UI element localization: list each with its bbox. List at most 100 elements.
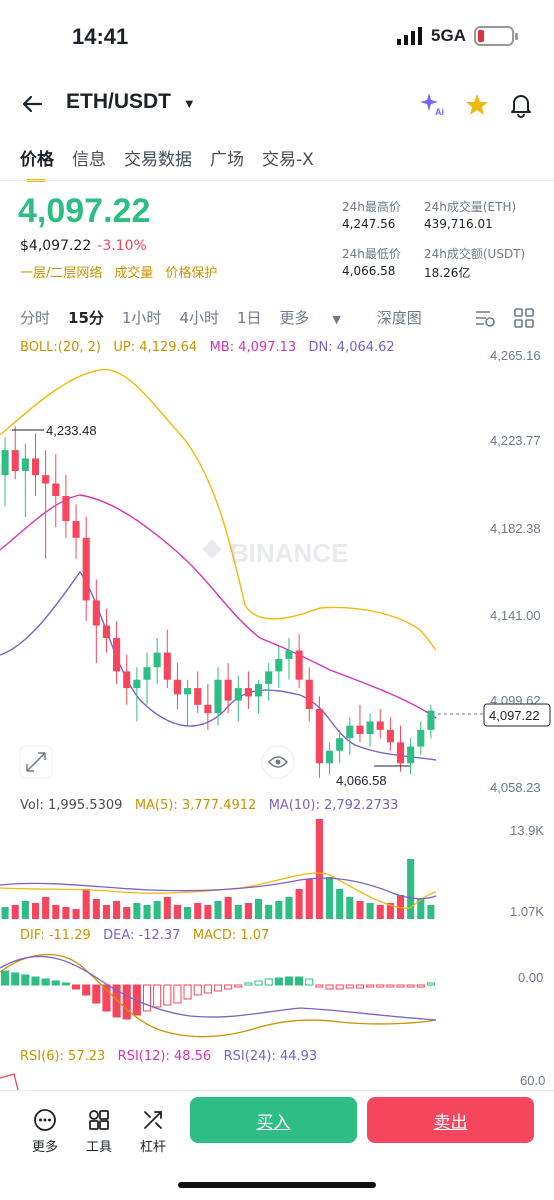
candle-body <box>366 721 374 735</box>
tag-layer-network[interactable]: 一层/二层网络 <box>20 266 103 281</box>
interval-1d[interactable]: 1日 <box>236 309 262 327</box>
tag-links: 一层/二层网络 成交量 价格保护 <box>20 262 217 281</box>
tab-price[interactable]: 价格 <box>20 145 54 182</box>
pair-title[interactable]: ETH/USDT ▼ <box>66 90 196 114</box>
chart-settings-icon[interactable] <box>474 308 496 328</box>
candle-body <box>386 729 394 743</box>
interval-depth[interactable]: 深度图 <box>376 309 422 327</box>
candle-body <box>315 708 323 764</box>
volume-bar <box>366 903 374 919</box>
candle-body <box>417 729 425 747</box>
more-tool[interactable]: 更多 <box>25 1108 65 1155</box>
interval-15m[interactable]: 15分 <box>68 309 104 327</box>
candle-body <box>285 650 293 659</box>
candle-body <box>305 679 313 709</box>
favorite-star-icon[interactable] <box>464 92 490 118</box>
price-axis: 4,265.164,223.774,182.384,141.004,099.62… <box>490 348 541 795</box>
volume-bar <box>184 907 192 919</box>
candle-body <box>42 475 50 484</box>
signal-icon <box>397 27 423 45</box>
leverage-icon <box>144 1111 162 1129</box>
volume-bar <box>376 905 384 919</box>
buy-button[interactable]: 买入 <box>190 1097 357 1143</box>
kline-chart[interactable]: BINANCE 4,265.16 4,223.77 4,182.38 4,141.00… <box>0 340 554 1090</box>
tools-label: 工具 <box>85 1140 112 1155</box>
more-dots-icon <box>34 1109 56 1131</box>
candle-body <box>62 496 70 522</box>
candle-body <box>396 742 405 764</box>
macd-bar <box>396 984 405 988</box>
interval-1h[interactable]: 1小时 <box>121 309 162 327</box>
stat-low-label: 24h最低价 <box>342 247 401 261</box>
volume-bar <box>346 897 354 919</box>
candle-body <box>123 671 131 689</box>
tab-trade-x[interactable]: 交易-X <box>262 150 314 170</box>
price-usd-row: $4,097.22 -3.10% <box>20 238 147 254</box>
vol-axis: 13.9K 1.07K <box>510 823 544 919</box>
interval-4h[interactable]: 4小时 <box>179 309 219 327</box>
rsi-12: RSI(12): 48.56 <box>117 1049 212 1064</box>
vol-label: Vol: 1,995.5309 <box>20 798 123 813</box>
macd-bar <box>284 976 294 986</box>
boll-legend: BOLL:(20, 2) UP: 4,129.64 MB: 4,097.13 D… <box>20 340 395 355</box>
stat-low-value: 4,066.58 <box>342 264 396 278</box>
tab-info[interactable]: 信息 <box>72 150 106 170</box>
layout-grid-icon[interactable] <box>514 308 534 328</box>
interval-more[interactable]: 更多 ▼ <box>280 307 359 328</box>
macd-bar <box>61 982 70 986</box>
candle-body <box>72 521 80 538</box>
candle-body <box>255 683 263 697</box>
volume-bar <box>386 903 394 919</box>
status-time: 14:41 <box>72 24 129 49</box>
leverage-tool[interactable]: 杠杆 <box>133 1108 173 1155</box>
volume-bar <box>72 909 80 919</box>
ai-sparkle-icon[interactable]: Ai <box>418 90 446 118</box>
macd-bar <box>203 984 212 994</box>
volume-bar <box>336 889 344 919</box>
home-indicator[interactable] <box>178 1182 376 1188</box>
candle-body <box>113 637 121 672</box>
volume-bar <box>315 819 323 919</box>
candle-body <box>295 650 303 680</box>
macd-bar <box>21 974 30 986</box>
vol-ma5: MA(5): 3,777.4912 <box>134 798 257 813</box>
svg-text:Ai: Ai <box>435 107 444 117</box>
interval-time[interactable]: 分时 <box>20 309 51 327</box>
tabs-divider <box>0 180 554 181</box>
candle-body <box>153 652 161 668</box>
volume-bar <box>265 905 273 919</box>
binance-watermark: BINANCE <box>202 538 348 568</box>
volume-bar <box>295 889 303 919</box>
tag-volume[interactable]: 成交量 <box>114 266 154 281</box>
tab-square[interactable]: 广场 <box>210 150 244 170</box>
leverage-label: 杠杆 <box>139 1140 166 1155</box>
volume-bar <box>356 901 364 919</box>
tools-tool[interactable]: 工具 <box>79 1108 119 1155</box>
low-marker-label: 4,066.58 <box>336 773 387 788</box>
candle-body <box>224 679 232 701</box>
back-arrow-icon[interactable] <box>20 92 44 116</box>
stat-vol-eth-value: 439,716.01 <box>424 217 493 231</box>
macd-bar <box>153 984 162 1008</box>
volume-bar <box>163 897 171 919</box>
volume-bar <box>62 907 70 919</box>
macd-bar <box>386 984 395 988</box>
tag-price-protection[interactable]: 价格保护 <box>165 266 218 281</box>
tab-trading-data[interactable]: 交易数据 <box>124 150 192 170</box>
macd-bar <box>102 984 111 1012</box>
main-tabs: 价格 信息 交易数据 广场 交易-X <box>20 145 332 182</box>
caret-down-icon: ▼ <box>332 313 341 326</box>
stat-vol-usdt-label: 24h成交额(USDT) <box>424 247 526 261</box>
sell-button[interactable]: 卖出 <box>367 1097 534 1143</box>
candle-body <box>265 671 273 684</box>
expand-icon <box>26 752 46 772</box>
battery-icon <box>474 26 518 46</box>
macd-dea-line <box>0 955 437 1021</box>
vol-ma10: MA(10): 2,792.2733 <box>268 798 399 813</box>
volume-bar <box>173 905 181 919</box>
bell-icon[interactable] <box>508 92 534 118</box>
candle-body <box>275 658 283 672</box>
candle-body <box>376 721 384 730</box>
boll-bands <box>0 368 437 761</box>
stat-vol-usdt: 24h成交额(USDT) 18.26亿 <box>424 245 525 281</box>
